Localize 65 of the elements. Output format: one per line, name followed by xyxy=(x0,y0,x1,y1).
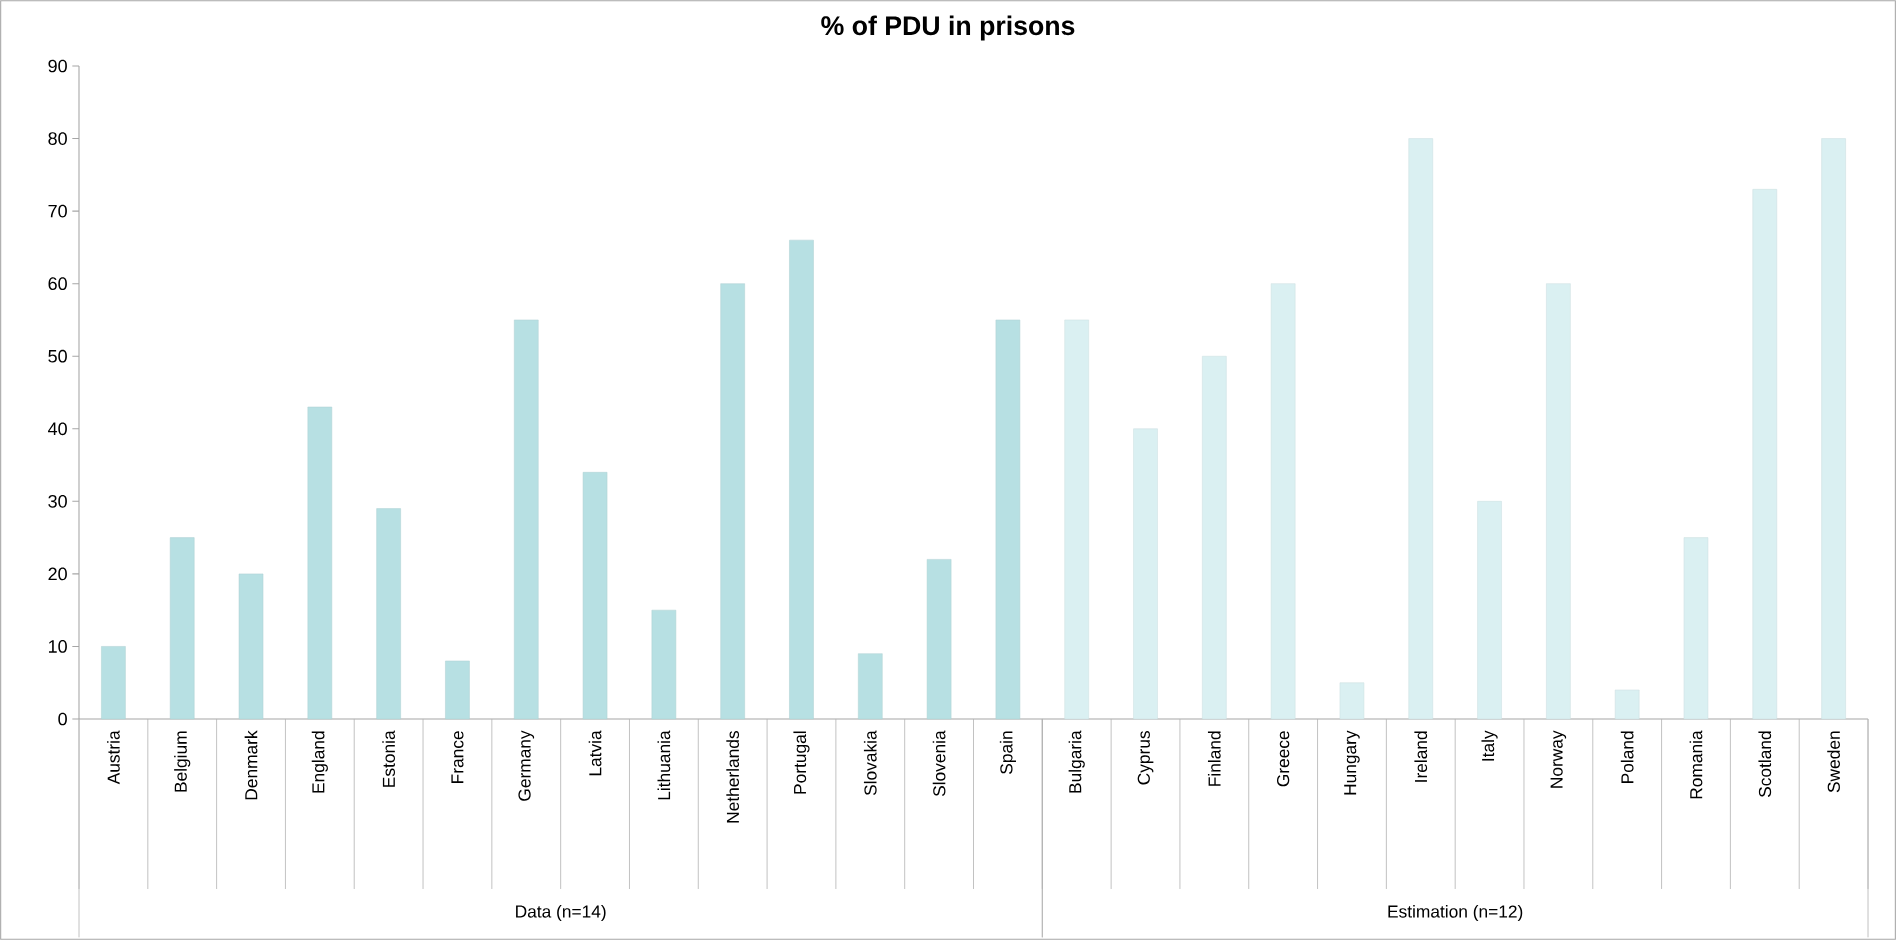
x-tick-label: France xyxy=(451,731,464,783)
x-tick-label: Sweden xyxy=(1827,731,1840,793)
x-tick-label: England xyxy=(311,731,328,793)
y-tick-label: 80 xyxy=(48,132,67,145)
x-tick-label: Spain xyxy=(999,731,1016,774)
y-tick-label: 10 xyxy=(48,640,67,653)
bar xyxy=(1477,501,1502,720)
bar xyxy=(1408,138,1434,720)
x-tick-label: Germany xyxy=(518,730,535,801)
x-tick-label: Bulgaria xyxy=(1068,730,1085,793)
x-tick-label: Romania xyxy=(1689,730,1703,799)
x-tick-label: Finland xyxy=(1207,731,1221,786)
x-tick-label: Scotland xyxy=(1758,731,1772,798)
x-tick-label: Ireland xyxy=(1414,731,1428,782)
x-tick-label: Denmark xyxy=(244,730,258,800)
y-tick-label: 90 xyxy=(48,59,67,73)
x-tick-label: Cyprus xyxy=(1137,731,1154,785)
bar xyxy=(789,239,814,720)
bar xyxy=(1546,283,1571,720)
bar xyxy=(1064,319,1089,720)
y-tick-label: 50 xyxy=(48,349,67,363)
bar xyxy=(238,573,264,720)
bar xyxy=(1339,682,1365,720)
bar xyxy=(445,660,470,720)
x-tick-label: Belgium xyxy=(174,731,191,792)
x-tick-label: Slovenia xyxy=(932,730,946,797)
x-tick-label: Italy xyxy=(1481,730,1498,761)
x-tick-label: Poland xyxy=(1620,731,1634,783)
x-tick-label: Latvia xyxy=(588,730,602,776)
y-tick-label: 60 xyxy=(48,277,67,291)
y-tick-label: 40 xyxy=(48,422,67,436)
bar xyxy=(1752,189,1778,720)
bar xyxy=(995,319,1021,720)
chart-title: % of PDU in prisons xyxy=(821,15,1075,41)
bar xyxy=(169,537,195,720)
bar xyxy=(1821,138,1846,720)
bar xyxy=(1202,355,1227,720)
x-tick-label: Austria xyxy=(107,730,120,785)
x-tick-label: Slovakia xyxy=(863,730,877,796)
x-tick-label: Lithuania xyxy=(657,730,671,800)
bar xyxy=(1133,428,1158,720)
x-tick-label: Estonia xyxy=(382,730,395,787)
bar xyxy=(101,646,126,720)
x-tick-label: Norway xyxy=(1550,730,1567,788)
bar xyxy=(1683,537,1709,720)
y-tick-label: 20 xyxy=(48,567,67,581)
y-tick-label: 70 xyxy=(48,204,67,218)
bar xyxy=(720,283,745,720)
x-tick-label: Hungary xyxy=(1344,730,1360,795)
bar xyxy=(307,406,333,720)
y-tick-label: 30 xyxy=(48,494,67,508)
text: Estimation (n=12) xyxy=(1388,904,1523,922)
bar xyxy=(651,609,677,720)
y-tick-label: 0 xyxy=(58,712,67,726)
bar xyxy=(582,472,608,720)
bar xyxy=(1270,283,1296,720)
text: Data (n=14) xyxy=(516,904,606,922)
x-tick-label: Greece xyxy=(1276,731,1290,787)
bar xyxy=(858,653,883,720)
bar xyxy=(926,559,952,720)
bar xyxy=(1614,689,1640,720)
bar xyxy=(376,508,401,720)
x-tick-label: Netherlands xyxy=(726,731,740,823)
x-tick-label: Portugal xyxy=(793,731,810,794)
bar xyxy=(513,319,539,720)
